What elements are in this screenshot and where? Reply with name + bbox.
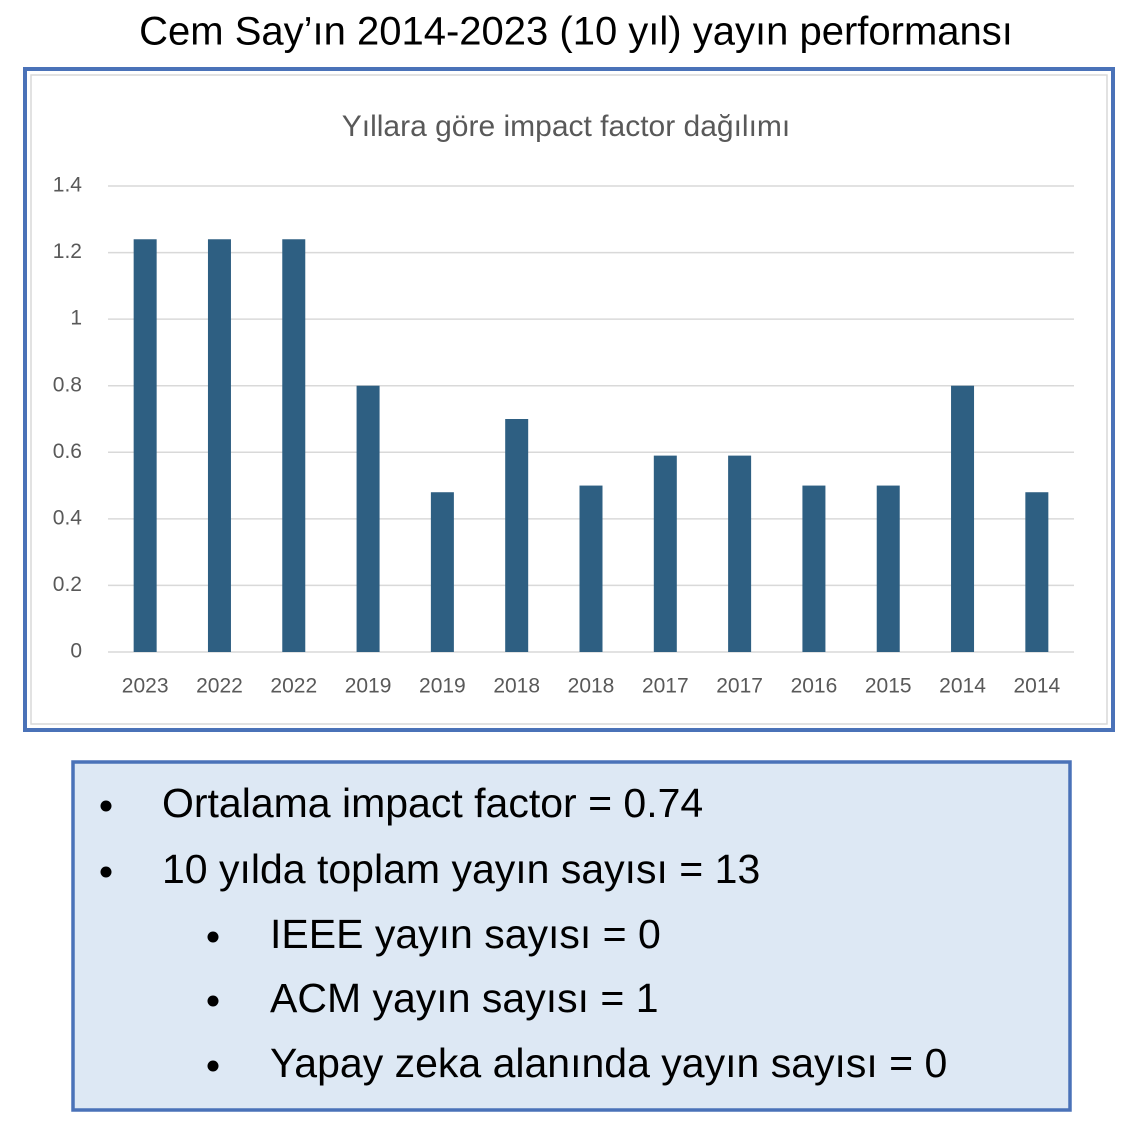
- bullet: [207, 931, 219, 943]
- bar: [430, 492, 454, 652]
- x-tick-label: 2014: [1013, 675, 1060, 698]
- bar: [282, 239, 306, 652]
- slide-title: Cem Say’ın 2014-2023 (10 yıl) yayın perf…: [139, 10, 1013, 54]
- x-tick-label: 2015: [865, 675, 912, 698]
- bar: [133, 239, 157, 652]
- note-text: 10 yılda toplam yayın sayısı = 13: [162, 846, 760, 892]
- x-tick-label: 2023: [122, 675, 169, 698]
- x-tick-label: 2022: [270, 675, 317, 698]
- note-text: ACM yayın sayısı = 1: [270, 975, 659, 1021]
- bar: [505, 419, 529, 652]
- y-tick-label: 0: [70, 640, 82, 663]
- y-tick-label: 0.6: [53, 440, 82, 463]
- bullet: [100, 800, 112, 812]
- y-tick-label: 1.4: [53, 174, 83, 197]
- x-tick-label: 2018: [568, 675, 615, 698]
- x-tick-label: 2019: [345, 675, 392, 698]
- bar: [728, 455, 752, 652]
- x-tick-label: 2017: [716, 675, 763, 698]
- bar: [1025, 492, 1049, 652]
- x-tick-label: 2018: [493, 675, 540, 698]
- y-tick-label: 0.4: [53, 506, 83, 529]
- y-tick-label: 1: [70, 307, 82, 330]
- bar: [653, 455, 677, 652]
- chart-title: Yıllara göre impact factor dağılımı: [342, 110, 791, 143]
- bar: [876, 485, 900, 652]
- bar: [802, 485, 826, 652]
- x-tick-label: 2014: [939, 675, 986, 698]
- note-text: Ortalama impact factor = 0.74: [162, 780, 703, 826]
- notes-box: [71, 760, 1072, 1112]
- chart-frame: [23, 67, 1115, 732]
- x-tick-label: 2022: [196, 675, 243, 698]
- y-tick-label: 1.2: [53, 240, 82, 263]
- bullet: [207, 995, 219, 1007]
- bar: [207, 239, 231, 652]
- bar: [579, 485, 603, 652]
- bullet: [100, 866, 112, 878]
- note-text: IEEE yayın sayısı = 0: [270, 911, 661, 957]
- x-tick-label: 2019: [419, 675, 466, 698]
- y-tick-label: 0.2: [53, 573, 82, 596]
- x-tick-label: 2017: [642, 675, 689, 698]
- chart-area: [30, 74, 1108, 725]
- bar: [951, 385, 975, 652]
- bullet: [207, 1060, 219, 1072]
- bar: [356, 385, 380, 652]
- x-tick-label: 2016: [791, 675, 838, 698]
- y-tick-label: 0.8: [53, 373, 82, 396]
- note-text: Yapay zeka alanında yayın sayısı = 0: [270, 1040, 947, 1086]
